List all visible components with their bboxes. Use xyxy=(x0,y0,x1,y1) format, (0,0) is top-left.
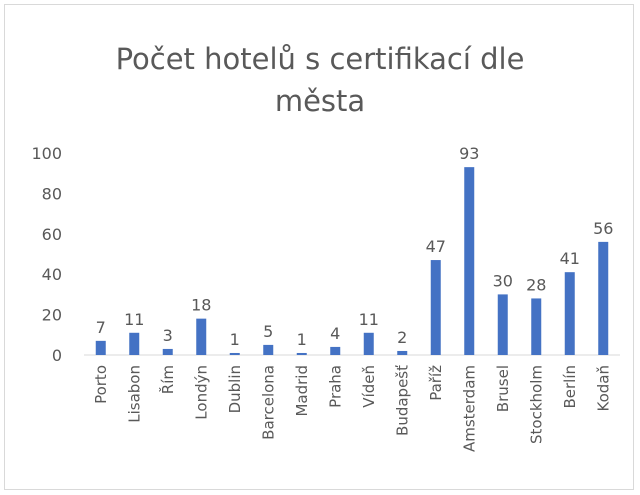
x-tick-label: Porto xyxy=(92,365,110,404)
y-tick-label: 100 xyxy=(31,144,62,163)
bar xyxy=(363,332,374,355)
x-tick-label: Berlín xyxy=(561,365,579,409)
data-label: 11 xyxy=(359,310,379,329)
x-tick-label: Stockholm xyxy=(527,365,545,444)
data-label: 18 xyxy=(191,296,211,315)
bar xyxy=(531,298,542,355)
bar xyxy=(430,260,441,355)
x-tick-label: Lisabon xyxy=(125,365,143,423)
data-label: 56 xyxy=(593,219,613,238)
data-label: 30 xyxy=(493,271,513,290)
data-label: 7 xyxy=(96,318,106,337)
x-tick-label: Madrid xyxy=(293,365,311,417)
data-label: 1 xyxy=(297,330,307,349)
x-tick-label: Barcelona xyxy=(259,365,277,440)
x-tick-label: Budapešť xyxy=(393,365,411,436)
bar xyxy=(162,348,173,355)
bar xyxy=(229,352,240,355)
y-tick-label: 40 xyxy=(42,265,62,284)
chart-title: Počet hotelů s certifikací dle města xyxy=(115,42,525,118)
x-tick-label: Vídeň xyxy=(360,365,378,408)
x-tick-label: Dublin xyxy=(226,365,244,413)
bar xyxy=(564,272,575,355)
x-tick-label: Paříž xyxy=(427,365,445,401)
bar xyxy=(129,332,140,355)
y-tick-label: 60 xyxy=(42,225,62,244)
bar xyxy=(330,346,341,355)
chart-border xyxy=(4,4,634,490)
bar xyxy=(263,344,274,355)
y-tick-label: 0 xyxy=(52,346,62,365)
bar xyxy=(497,294,508,355)
data-label: 11 xyxy=(124,310,144,329)
data-label: 47 xyxy=(426,237,446,256)
x-tick-label: Londýn xyxy=(192,365,210,420)
y-tick-label: 80 xyxy=(42,184,62,203)
x-tick-label: Amsterdam xyxy=(460,365,478,452)
data-label: 93 xyxy=(459,144,479,163)
x-tick-label: Praha xyxy=(326,365,344,408)
bar xyxy=(464,167,475,355)
data-label: 4 xyxy=(330,324,340,343)
x-tick-label: Kodaň xyxy=(594,365,612,412)
bar xyxy=(196,318,207,355)
y-tick-label: 20 xyxy=(42,306,62,325)
data-label: 41 xyxy=(560,249,580,268)
data-label: 3 xyxy=(163,326,173,345)
bar xyxy=(397,350,408,355)
bar xyxy=(296,352,307,355)
data-label: 1 xyxy=(230,330,240,349)
x-tick-label: Brusel xyxy=(494,365,512,412)
data-label: 2 xyxy=(397,328,407,347)
data-label: 28 xyxy=(526,275,546,294)
bar xyxy=(95,340,106,355)
x-tick-label: Řím xyxy=(158,365,177,394)
data-label: 5 xyxy=(263,322,273,341)
bar xyxy=(598,241,609,355)
